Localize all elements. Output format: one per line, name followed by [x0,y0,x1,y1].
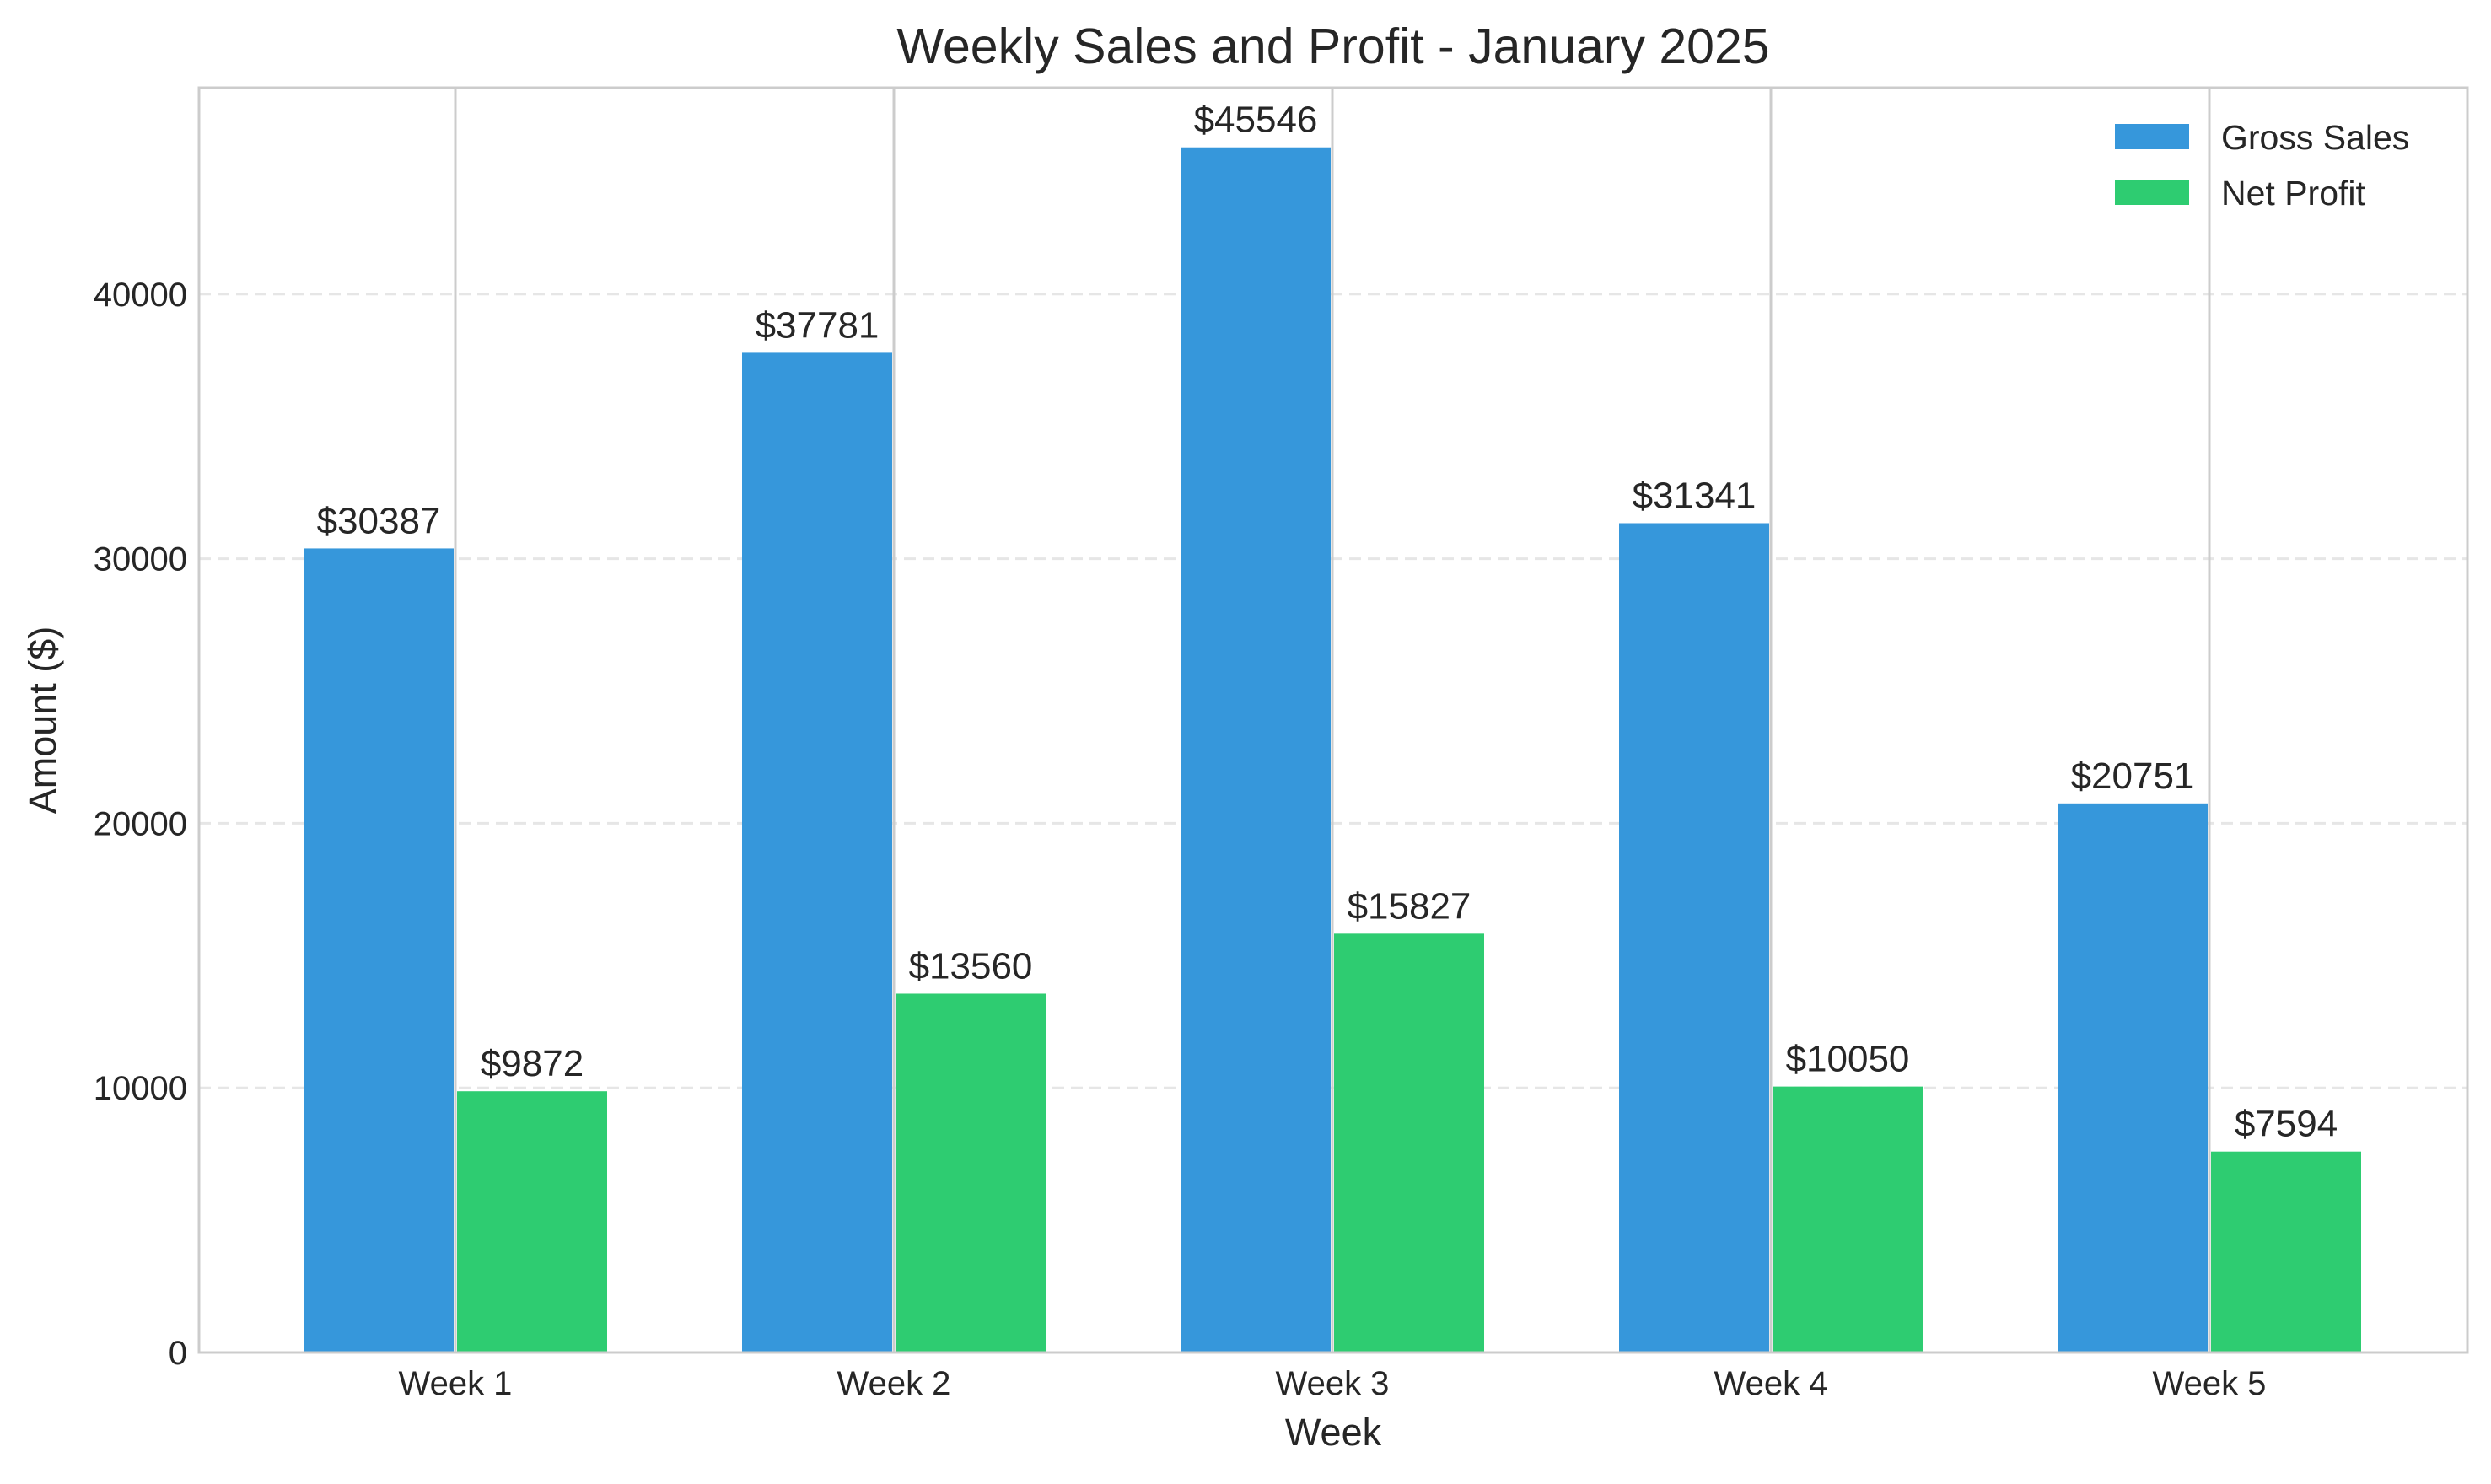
data-label-net-profit: $15827 [1348,885,1471,927]
bar-net-profit [2211,1151,2361,1352]
bar-gross-sales [304,548,454,1352]
bar-net-profit [896,993,1046,1352]
legend-label-net-profit: Net Profit [2221,174,2365,212]
x-tick-label: Week 2 [837,1365,951,1402]
data-label-gross-sales: $20751 [2071,755,2195,797]
bar-gross-sales [2058,803,2208,1352]
y-tick-label: 40000 [94,277,187,314]
bar-net-profit [1334,933,1484,1352]
x-tick-label: Week 5 [2153,1365,2267,1402]
data-label-net-profit: $13560 [909,945,1033,987]
plot-area-frame [197,86,2469,1354]
data-label-net-profit: $7594 [2235,1104,2338,1145]
x-axis-label: Week [1285,1411,1382,1454]
legend-label-gross-sales: Gross Sales [2221,118,2409,157]
y-tick-label: 30000 [94,541,187,578]
y-tick-label: 20000 [94,805,187,842]
bar-net-profit [457,1091,607,1352]
chart-title: Weekly Sales and Profit - January 2025 [896,19,1769,74]
legend: Gross Sales Net Profit [2115,118,2409,212]
bar-gross-sales [1181,147,1331,1353]
x-tick-label: Week 3 [1276,1365,1390,1402]
bar-gross-sales [1619,523,1769,1352]
data-label-gross-sales: $37781 [756,304,880,346]
bar-gross-sales [742,352,892,1352]
data-label-net-profit: $9872 [481,1043,584,1084]
bar-net-profit [1773,1086,1923,1352]
y-tick-label: 10000 [94,1070,187,1107]
data-label-gross-sales: $45546 [1194,99,1318,141]
x-tick-label: Week 4 [1714,1365,1828,1402]
legend-swatch-gross-sales [2115,124,2189,149]
data-label-gross-sales: $31341 [1633,475,1757,516]
y-tick-label: 0 [169,1335,187,1372]
x-tick-label: Week 1 [399,1365,513,1402]
y-axis-label: Amount ($) [21,626,64,815]
data-label-net-profit: $10050 [1786,1039,1910,1080]
data-label-gross-sales: $30387 [317,500,441,541]
legend-swatch-net-profit [2115,180,2189,205]
